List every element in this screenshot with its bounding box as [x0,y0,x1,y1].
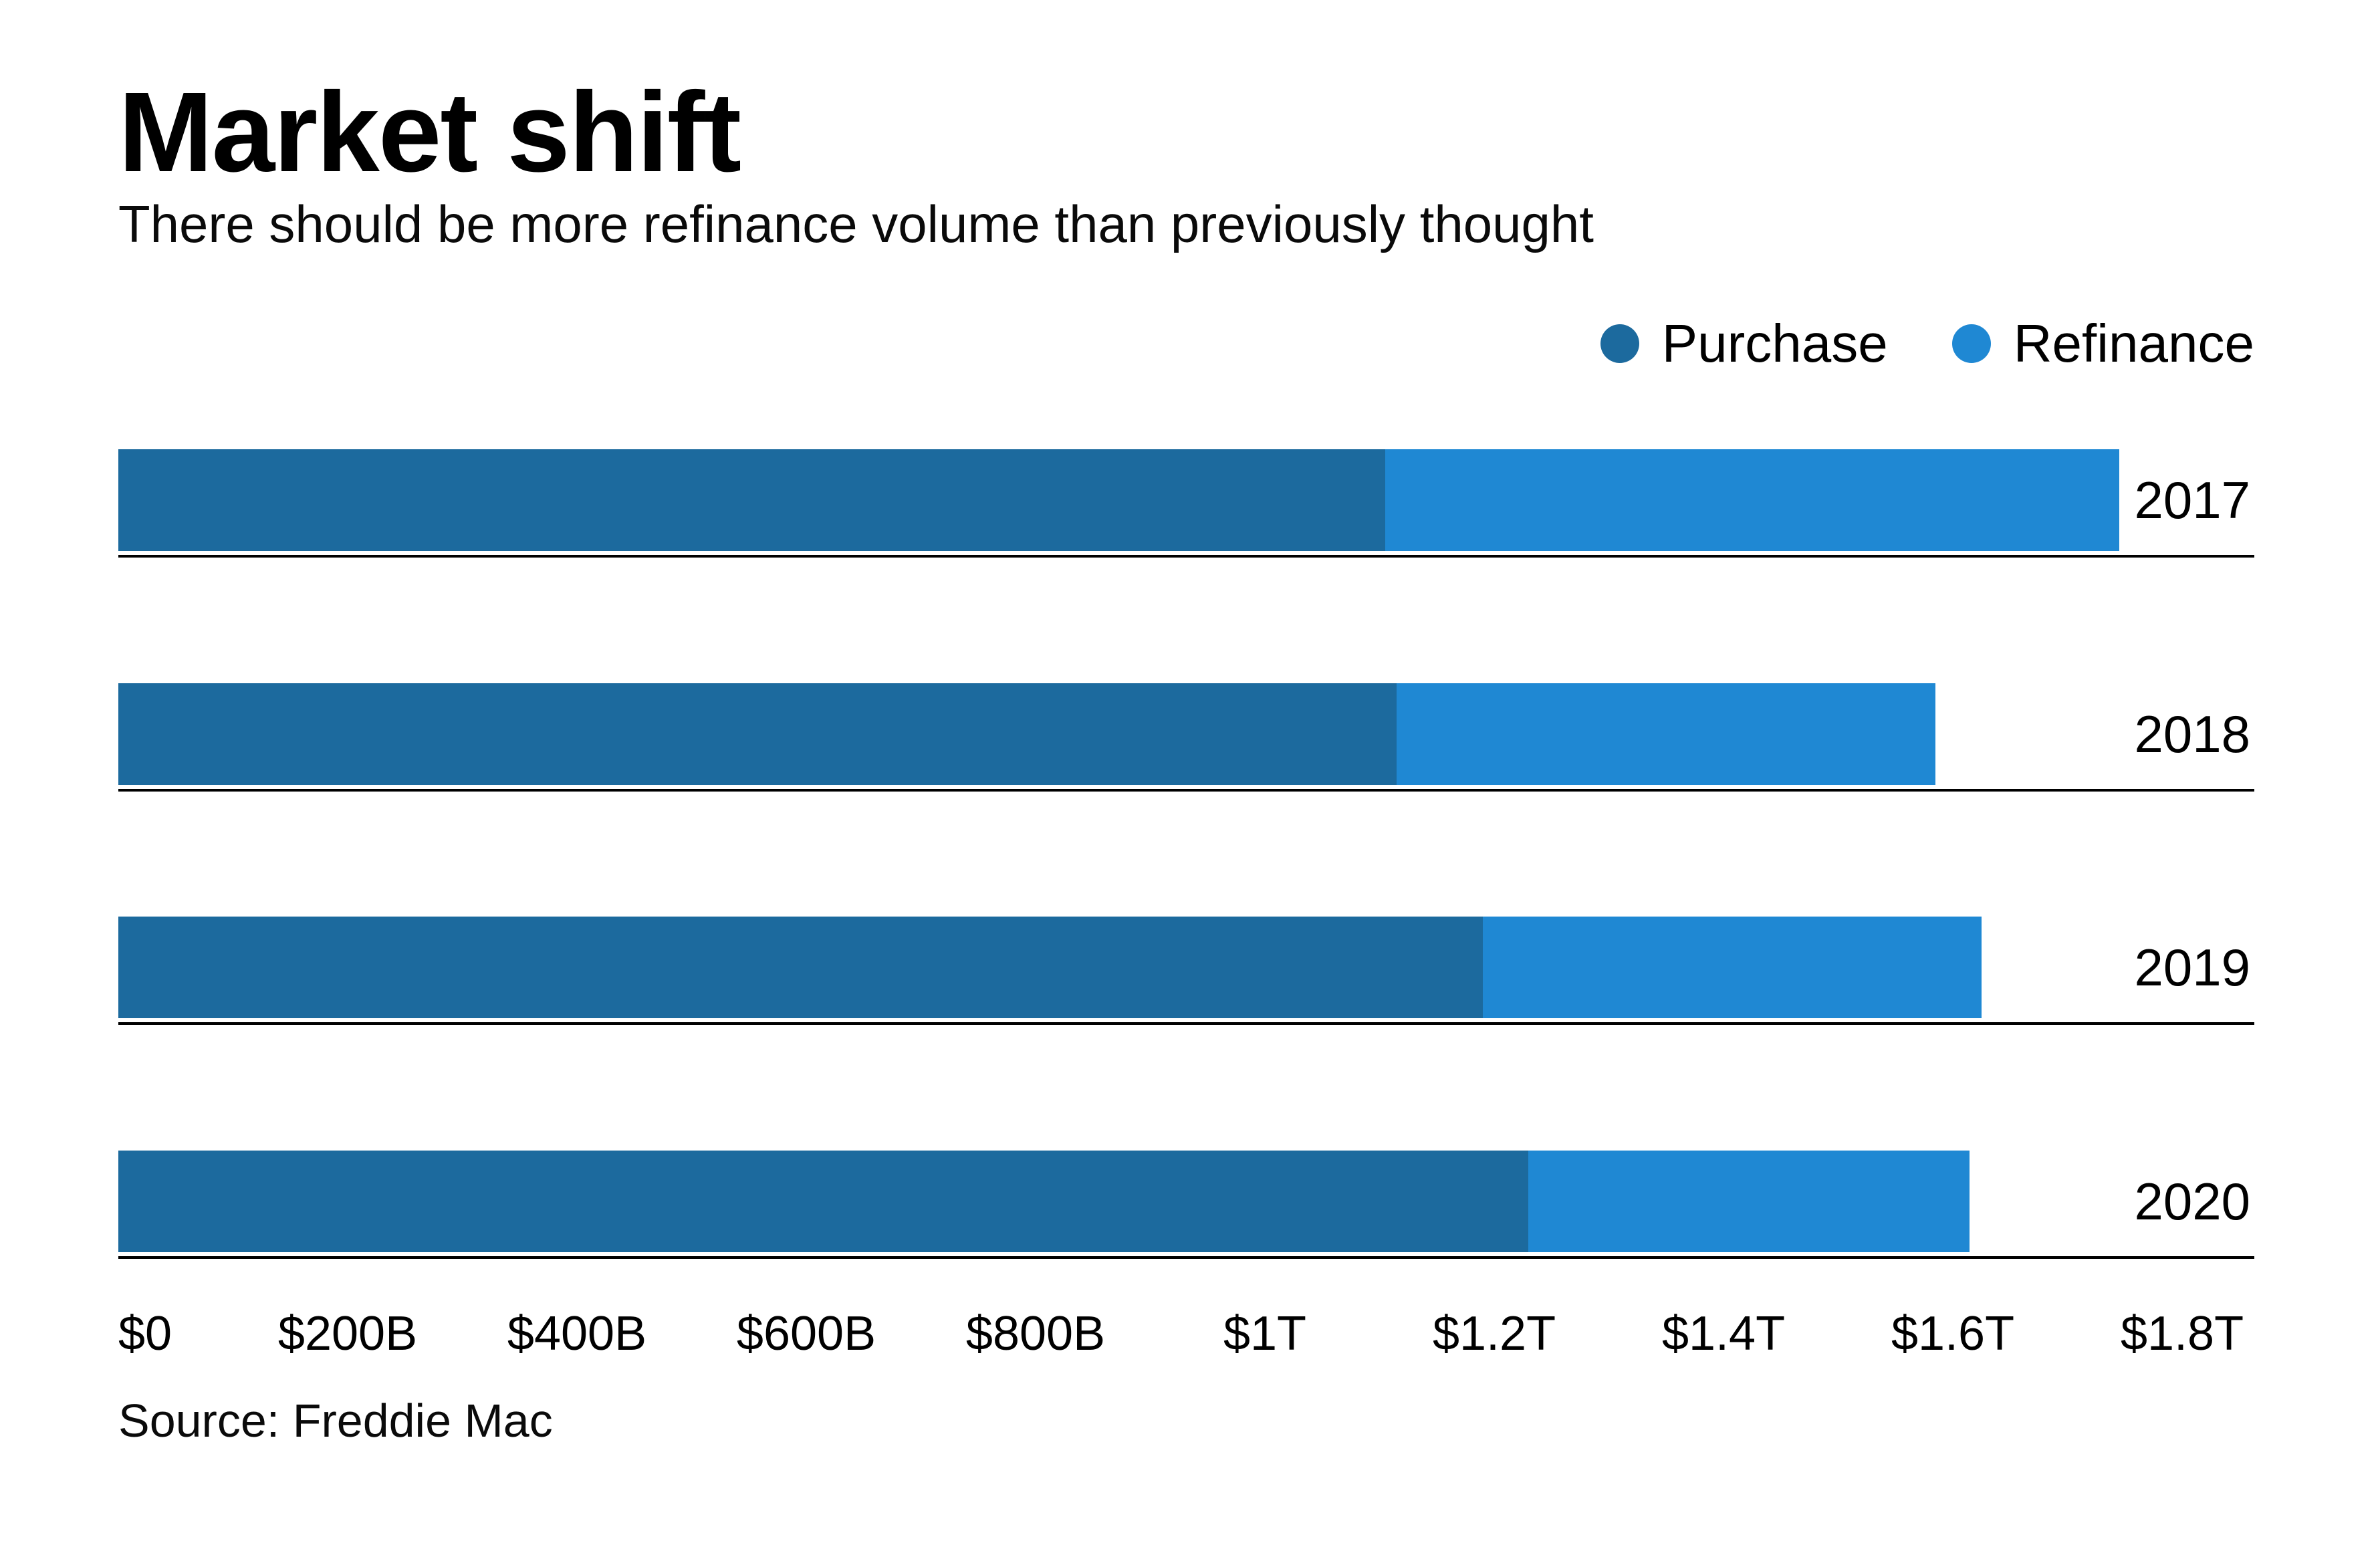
x-tick-1.4T: $1.4T [1661,1307,1786,1360]
x-tick-800B: $800B [965,1307,1106,1360]
year-label-2019: 2019 [2134,938,2250,997]
plot-area: 2017 2018 2019 2020 [118,449,2254,1262]
x-tick-1.2T: $1.2T [1432,1307,1556,1360]
stacked-bar-2020 [118,1151,1970,1252]
legend-item-purchase: Purchase [1600,313,1888,374]
x-tick-200B: $200B [277,1307,418,1360]
year-label-2017: 2017 [2134,471,2250,529]
row-baseline-2018 [118,789,2254,792]
bar-row-2018: 2018 [118,683,2254,792]
bar-row-2019: 2019 [118,917,2254,1025]
x-tick-1.8T: $1.8T [2120,1307,2244,1360]
row-baseline-2017 [118,555,2254,558]
stacked-bar-2019 [118,917,1982,1018]
legend-label-refinance: Refinance [2013,314,2254,373]
legend-label-purchase: Purchase [1661,314,1888,373]
bar-segment-refinance-2018 [1397,683,1935,785]
bar-row-2020: 2020 [118,1151,2254,1259]
bar-segment-purchase-2017 [118,449,1385,551]
source-note: Source: Freddie Mac [118,1395,553,1447]
bar-segment-purchase-2020 [118,1151,1528,1252]
bar-segment-purchase-2018 [118,683,1397,785]
chart-title: Market shift [118,69,741,196]
x-tick-1.6T: $1.6T [1891,1307,2015,1360]
x-axis: $0 $200B $400B $600B $800B $1T $1.2T $1.4T $1.6T… [118,1305,2254,1365]
x-tick-400B: $400B [507,1307,647,1360]
year-label-2020: 2020 [2134,1172,2250,1231]
bar-segment-purchase-2019 [118,917,1483,1018]
bar-row-2017: 2017 [118,449,2254,558]
row-baseline-2019 [118,1022,2254,1025]
chart-subtitle: There should be more refinance volume th… [118,195,1594,253]
x-tick-600B: $600B [736,1307,876,1360]
refinance-swatch-icon [1951,324,1991,363]
stacked-bar-2017 [118,449,2119,551]
legend-item-refinance: Refinance [1951,313,2254,374]
bar-segment-refinance-2017 [1385,449,2119,551]
x-tick-1T: $1T [1223,1307,1307,1360]
purchase-swatch-icon [1600,324,1639,363]
stacked-bar-2018 [118,683,1935,785]
chart-legend: Purchase Refinance [1600,313,2254,374]
year-label-2018: 2018 [2134,705,2250,763]
row-baseline-2020 [118,1256,2254,1259]
x-tick-0: $0 [118,1307,172,1360]
bar-segment-refinance-2019 [1483,917,1982,1018]
bar-segment-refinance-2020 [1528,1151,1970,1252]
